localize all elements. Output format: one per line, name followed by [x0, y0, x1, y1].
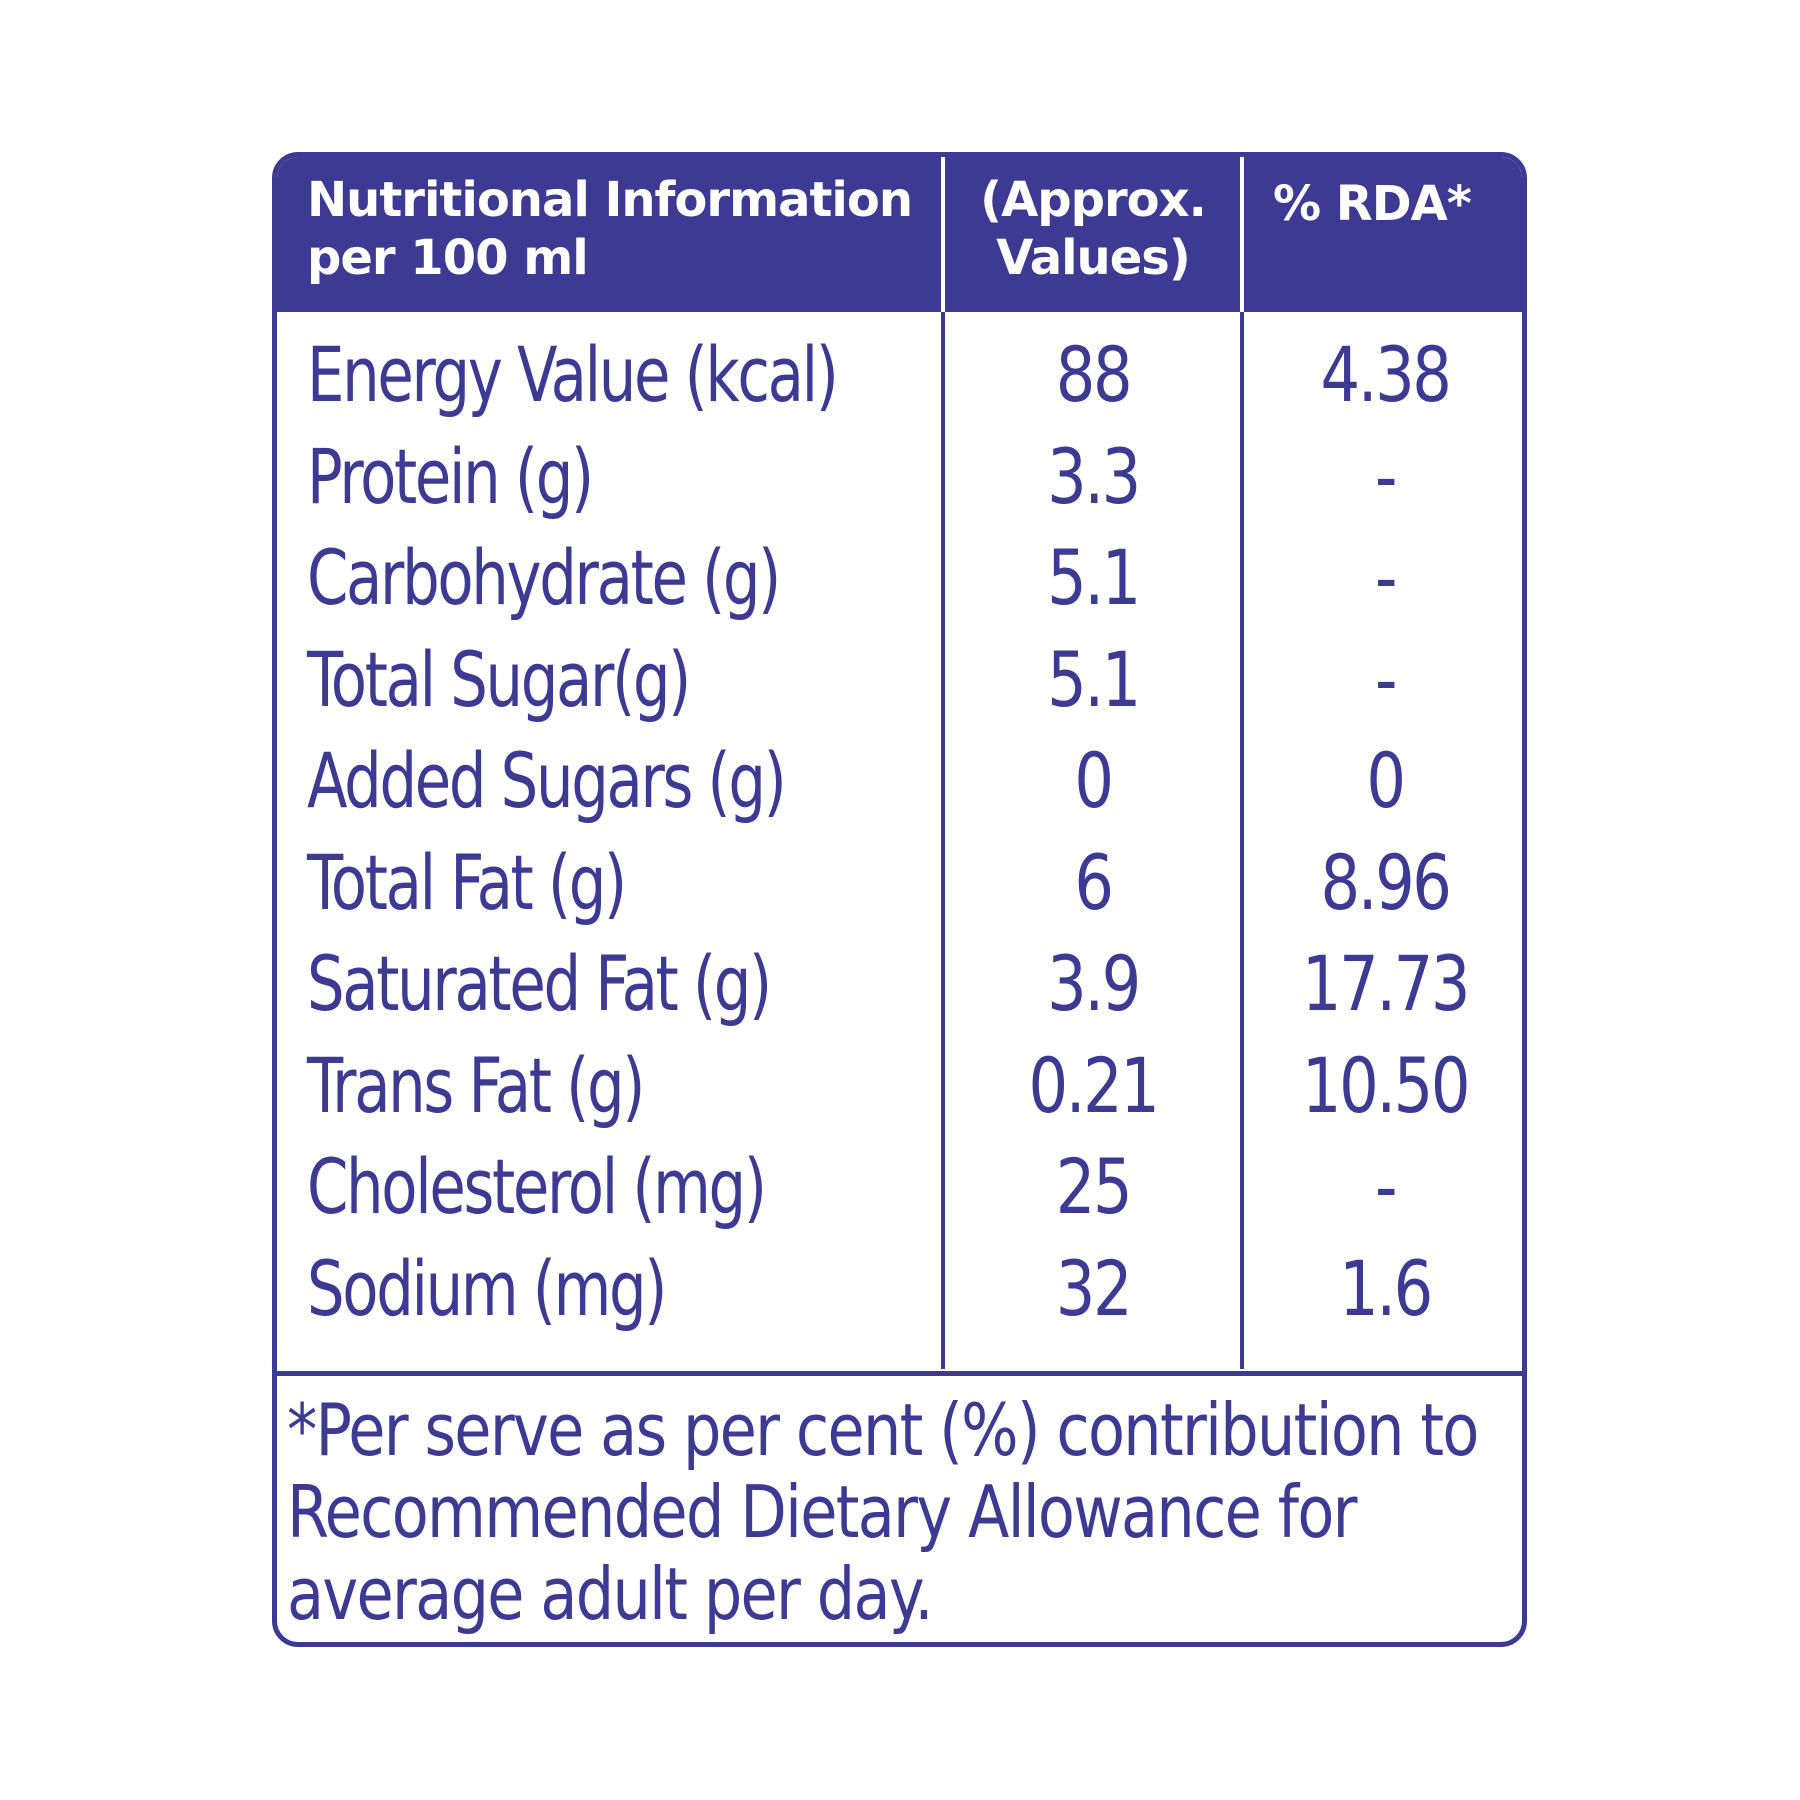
table-row: Saturated Fat (g) 3.9 17.73: [277, 933, 1522, 1034]
footnote-line1: *Per serve as per cent (%) contribution …: [287, 1388, 1479, 1472]
table-row: Total Sugar(g) 5.1 -: [277, 629, 1522, 730]
header-value-column: (Approx. Values): [945, 157, 1241, 312]
footnote-divider: [277, 1371, 1522, 1376]
header-divider-2: [1240, 157, 1244, 312]
table-header: Nutritional Information per 100 ml (Appr…: [277, 157, 1522, 312]
nutrient-value: 0: [1074, 736, 1114, 825]
nutrient-value: 88: [1055, 330, 1133, 419]
nutrient-name: Energy Value (kcal): [307, 330, 839, 419]
nutrient-rda: 1.6: [1339, 1243, 1433, 1333]
table-row: Carbohydrate (g) 5.1 -: [277, 527, 1522, 628]
nutrient-name: Added Sugars (g): [307, 736, 787, 825]
header-name-line2: per 100 ml: [307, 230, 589, 286]
nutrient-rda: -: [1374, 634, 1397, 724]
nutrient-rda: -: [1374, 431, 1397, 521]
nutrient-rda: 17.73: [1301, 939, 1471, 1028]
nutrient-rda: 4.38: [1320, 330, 1452, 419]
nutrient-value: 3.9: [1047, 939, 1141, 1028]
header-rda-column: % RDA*: [1273, 176, 1472, 232]
column-divider-1: [941, 312, 945, 1369]
nutrient-value: 25: [1055, 1142, 1133, 1231]
table-body: Energy Value (kcal) 88 4.38 Protein (g) 3.3 -…: [277, 312, 1522, 1372]
table-row: Cholesterol (mg) 25 -: [277, 1136, 1522, 1237]
nutrient-name: Total Fat (g): [307, 837, 627, 927]
header-value-line2: Values): [996, 230, 1191, 286]
footnote: *Per serve as per cent (%) contribution …: [287, 1389, 1480, 1635]
header-value-line1: (Approx.: [980, 172, 1207, 228]
nutrient-name: Carbohydrate (g): [307, 533, 781, 622]
nutrient-value: 5.1: [1047, 634, 1141, 724]
footnote-line2: Recommended Dietary Allowance for: [287, 1470, 1358, 1554]
nutrient-name: Total Sugar(g): [307, 634, 691, 724]
nutrient-name: Cholesterol (mg): [307, 1142, 767, 1231]
nutrient-rda: 0: [1366, 736, 1406, 825]
table-row: Protein (g) 3.3 -: [277, 426, 1522, 527]
nutrient-rda: 10.50: [1301, 1040, 1471, 1130]
nutrient-name: Trans Fat (g): [307, 1040, 645, 1130]
nutrient-rda: -: [1374, 1142, 1397, 1231]
nutrient-value: 32: [1055, 1243, 1133, 1333]
nutrient-rda: 8.96: [1320, 837, 1452, 927]
nutrient-value: 6: [1074, 837, 1114, 927]
nutrition-label: Nutritional Information per 100 ml (Appr…: [272, 152, 1527, 1647]
nutrient-rda: -: [1374, 533, 1397, 622]
table-row: Added Sugars (g) 0 0: [277, 730, 1522, 831]
footnote-line3: average adult per day.: [287, 1552, 934, 1636]
header-divider-1: [941, 157, 945, 312]
table-row: Trans Fat (g) 0.21 10.50: [277, 1035, 1522, 1136]
column-divider-2: [1240, 312, 1244, 1369]
table-row: Sodium (mg) 32 1.6: [277, 1238, 1522, 1339]
nutrient-value: 3.3: [1047, 431, 1141, 521]
nutrient-name: Sodium (mg): [307, 1243, 667, 1333]
header-nutrient-column: Nutritional Information per 100 ml: [307, 157, 927, 312]
header-name-line1: Nutritional Information: [307, 172, 913, 228]
nutrient-value: 5.1: [1047, 533, 1141, 622]
nutrient-name: Protein (g): [307, 431, 594, 521]
nutrient-name: Saturated Fat (g): [307, 939, 772, 1028]
table-row: Total Fat (g) 6 8.96: [277, 832, 1522, 933]
table-row: Energy Value (kcal) 88 4.38: [277, 324, 1522, 425]
nutrient-value: 0.21: [1028, 1040, 1160, 1130]
